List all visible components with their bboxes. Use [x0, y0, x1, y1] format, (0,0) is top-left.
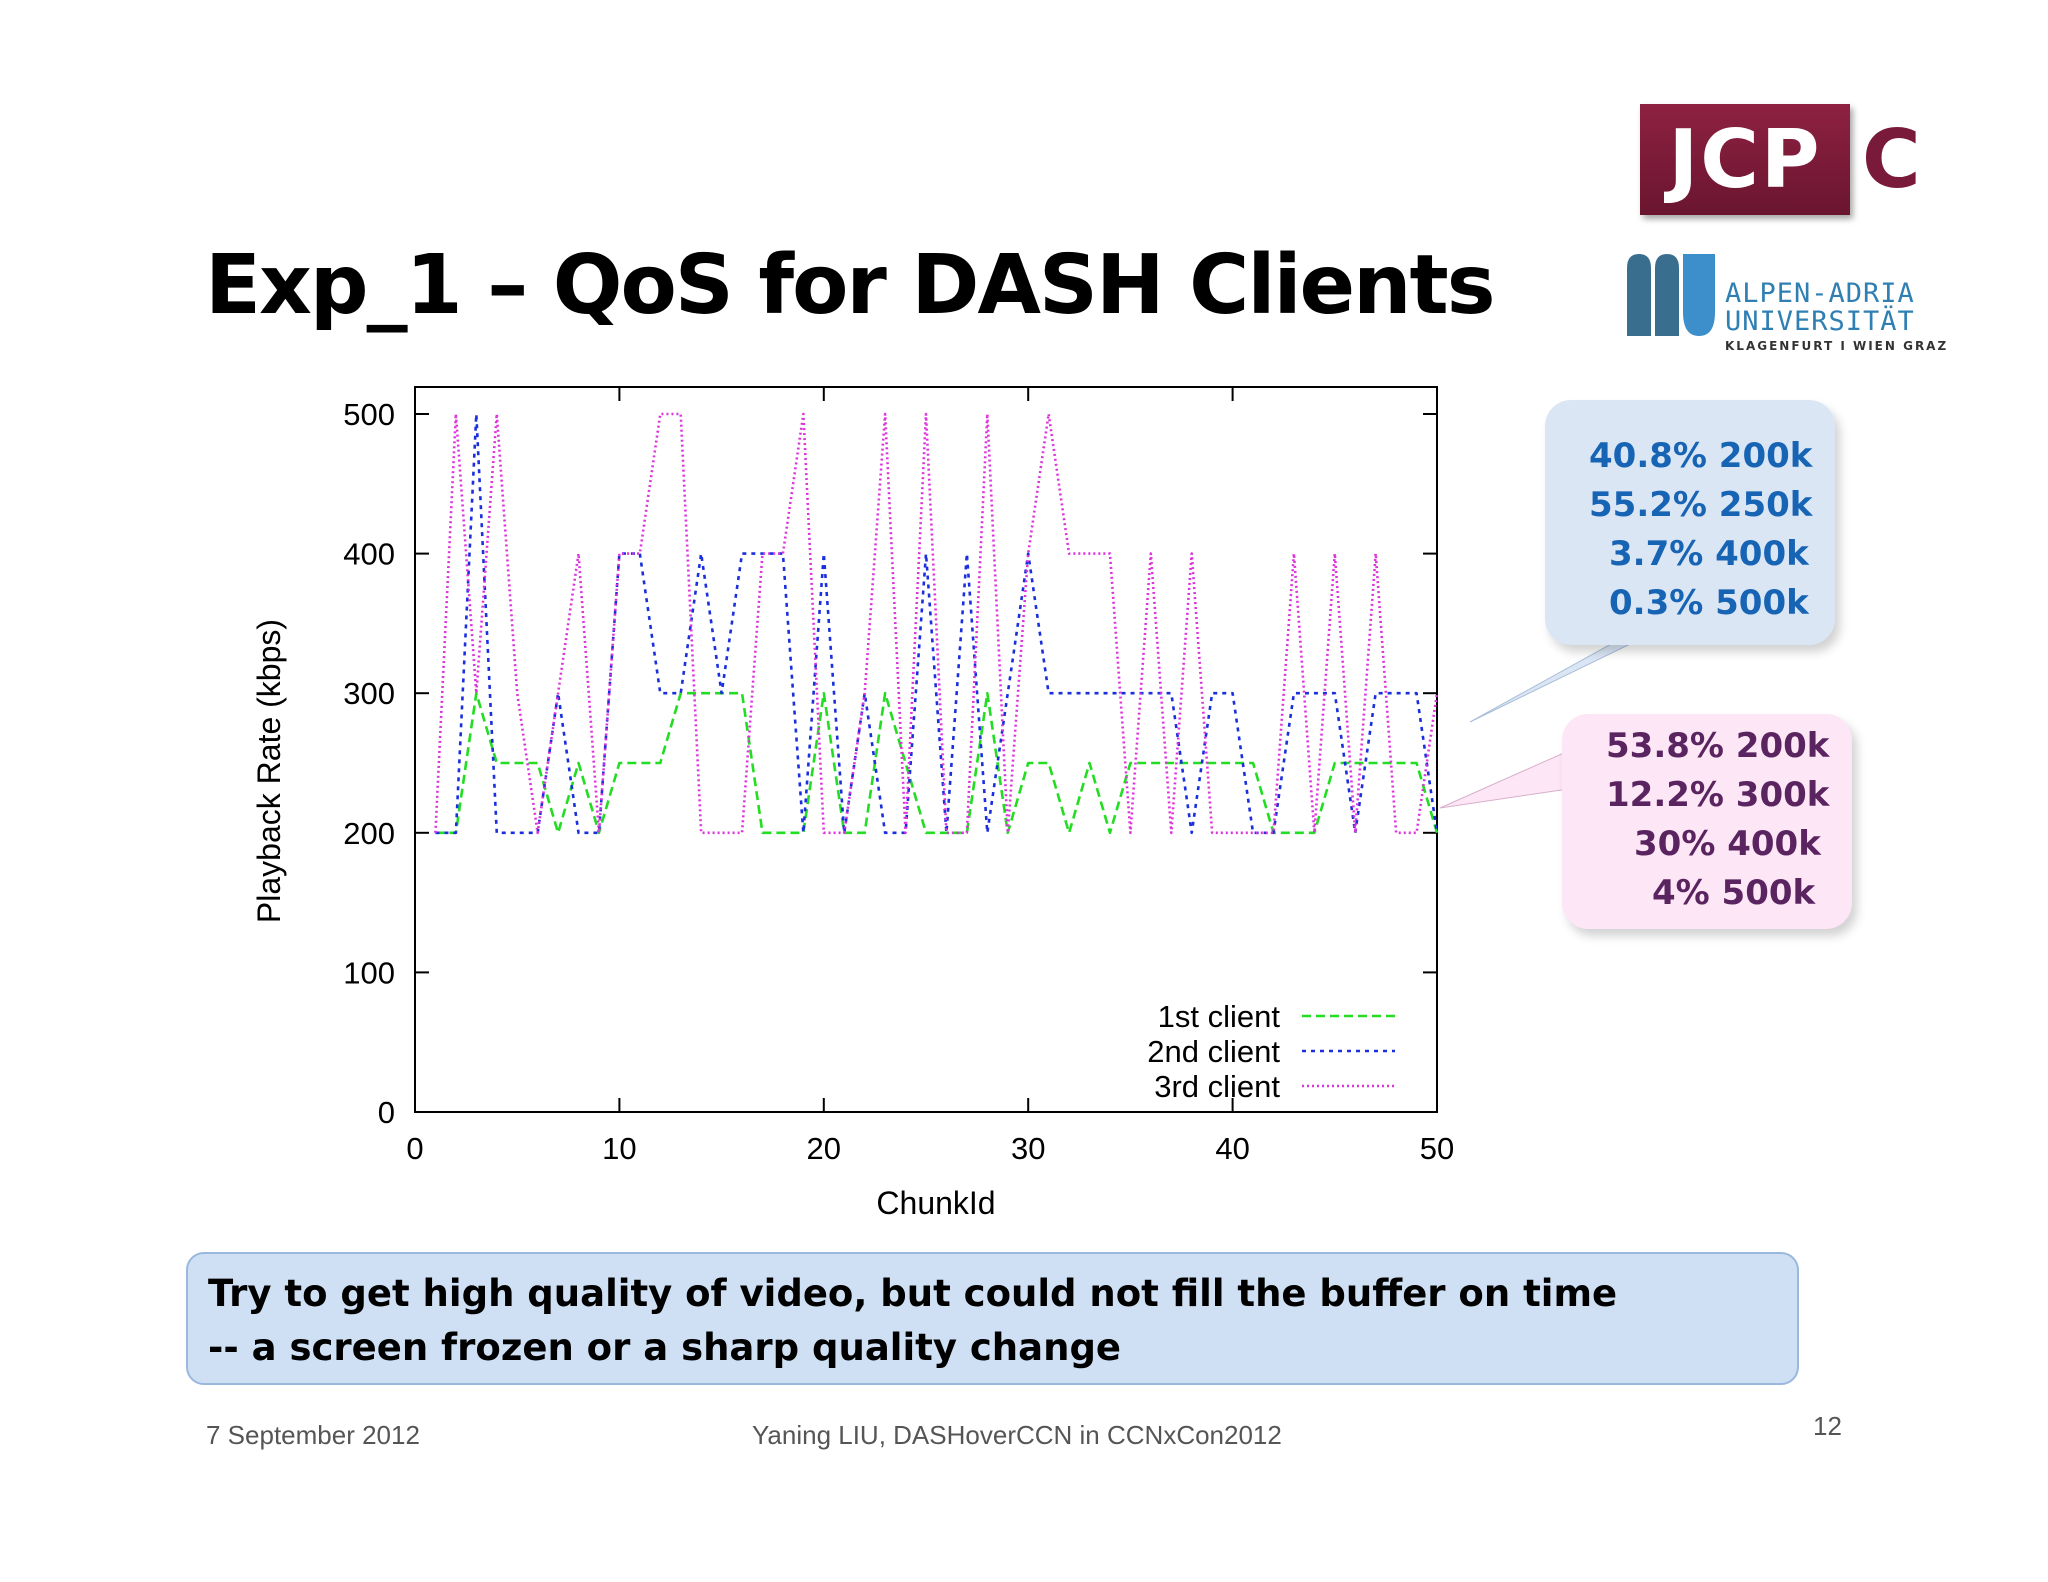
y-tick-label: 200: [343, 816, 395, 851]
conclusion-note-line-1: Try to get high quality of video, but co…: [208, 1272, 1618, 1315]
callout-1-line-1: 40.8% 200k: [1589, 436, 1813, 476]
series-line-1: [435, 691, 1439, 835]
university-name-line2: UNIVERSITÄT: [1725, 306, 1915, 337]
legend-label: 3rd client: [1154, 1069, 1280, 1104]
university-campuses: KLAGENFURT I WIEN GRAZ: [1725, 339, 1949, 353]
university-logo: ALPEN-ADRIA UNIVERSITÄT KLAGENFURT I WIE…: [1625, 252, 1949, 354]
slide-title: Exp_1 – QoS for DASH Clients: [205, 238, 1496, 333]
footer-page-number: 12: [1813, 1411, 1842, 1441]
y-tick-label: 400: [343, 537, 395, 572]
y-axis-label: Playback Rate (kbps): [251, 619, 287, 923]
university-logo-mark-icon: [1627, 254, 1715, 336]
callout-1-line-3: 3.7% 400k: [1609, 534, 1809, 574]
axis-ticks: 0 100 200 300 400 500 0 10 20 30 40 50: [343, 387, 1454, 1166]
callout-pointer-2: [1439, 747, 1576, 809]
callout-1-line-4: 0.3% 500k: [1609, 583, 1809, 623]
callout-2-line-3: 30% 400k: [1634, 824, 1821, 864]
x-tick-label: 20: [807, 1131, 841, 1166]
callout-2-line-4: 4% 500k: [1652, 873, 1816, 913]
footer-author: Yaning LIU, DASHoverCCN in CCNxCon2012: [752, 1420, 1282, 1450]
university-logo-text: ALPEN-ADRIA UNIVERSITÄT KLAGENFURT I WIE…: [1725, 278, 1949, 354]
legend-label: 1st client: [1158, 999, 1281, 1034]
legend-label: 2nd client: [1147, 1034, 1280, 1069]
client2-rate-callout: 40.8% 200k 55.2% 250k 3.7% 400k 0.3% 500…: [1545, 400, 1835, 645]
y-tick-label: 100: [343, 955, 395, 990]
x-tick-label: 30: [1011, 1131, 1045, 1166]
conclusion-note-line-2: -- a screen frozen or a sharp quality ch…: [208, 1326, 1122, 1369]
y-tick-label: 0: [378, 1095, 395, 1130]
jcpc-logo: JCP C: [1640, 104, 1925, 222]
footer-date: 7 September 2012: [206, 1420, 420, 1450]
x-axis-label: ChunkId: [876, 1185, 995, 1221]
y-tick-label: 500: [343, 397, 395, 432]
x-tick-label: 10: [602, 1131, 636, 1166]
y-tick-label: 300: [343, 676, 395, 711]
jcpc-logo-suffix: C: [1862, 113, 1921, 206]
university-name-line1: ALPEN-ADRIA: [1725, 278, 1915, 309]
x-tick-label: 40: [1215, 1131, 1249, 1166]
x-tick-label: 0: [406, 1131, 423, 1166]
conclusion-note: Try to get high quality of video, but co…: [186, 1252, 1799, 1385]
callout-1-line-2: 55.2% 250k: [1589, 485, 1813, 525]
callout-2-line-1: 53.8% 200k: [1606, 726, 1830, 766]
callout-2-line-2: 12.2% 300k: [1606, 775, 1830, 815]
series-layer: [434, 412, 1439, 835]
series-line-2: [435, 412, 1439, 835]
x-tick-label: 50: [1420, 1131, 1454, 1166]
client3-rate-callout: 53.8% 200k 12.2% 300k 30% 400k 4% 500k: [1562, 714, 1852, 929]
jcpc-logo-box: JCP: [1640, 104, 1850, 215]
plot-frame: [414, 386, 1438, 1113]
